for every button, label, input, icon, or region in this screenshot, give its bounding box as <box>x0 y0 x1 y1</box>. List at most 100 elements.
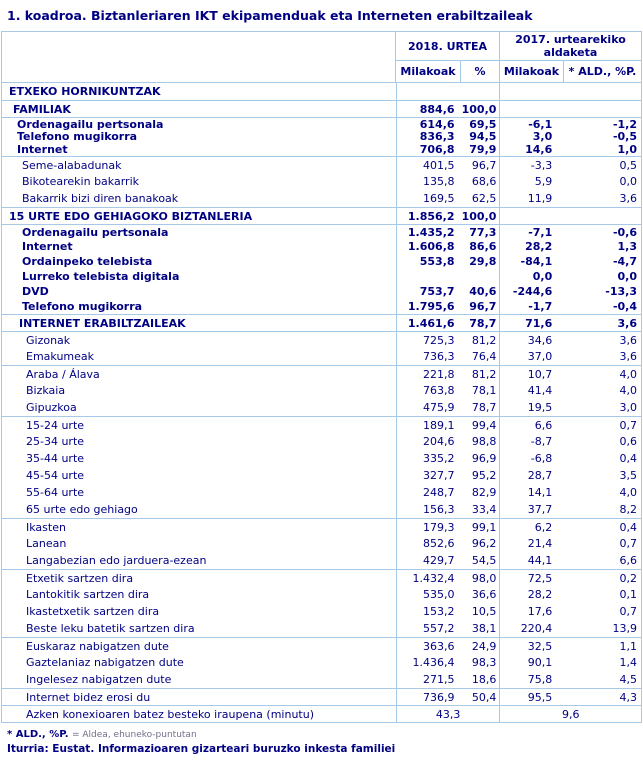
cell-milakoak-2018: 1.461,6 <box>395 315 461 331</box>
table-row: 45-54 urte 327,7 95,2 28,7 3,5 <box>2 467 641 484</box>
table-row: Beste leku batetik sartzen dira 557,2 38… <box>2 620 641 637</box>
cell-percent-2018: 77,3 <box>469 225 497 239</box>
table-row: Azken konexioaren batez besteko iraupena… <box>2 705 641 722</box>
cell-milakoak-2017 <box>499 208 563 224</box>
row-label: Bikotearekin bakarrik <box>22 175 139 188</box>
footnote-definition: * ALD., %P. = Aldea, ehuneko-puntutan <box>0 723 643 740</box>
cell-milakoak-2018: 1.436,4 <box>395 654 461 671</box>
cell-milakoak-2017: 28,2 <box>499 239 563 254</box>
row-label: Internet <box>22 240 73 253</box>
cell-milakoak-2017: 34,6 <box>499 332 563 348</box>
row-label: 25-34 urte <box>26 435 85 448</box>
table-row: Etxetik sartzen dira 1.432,4 98,0 72,5 0… <box>2 569 641 586</box>
cell-percent-2018: 18,6 <box>471 673 497 686</box>
cell-percent-2018: 94,5 <box>469 130 497 143</box>
table-row: FAMILIAK 884,6 100,0 <box>2 100 641 117</box>
row-label: Azken konexioaren batez besteko iraupena… <box>26 707 314 721</box>
table-row: Araba / Álava 221,8 81,2 10,7 4,0 <box>2 365 641 382</box>
header-milakoak-2018: Milakoak <box>395 61 460 82</box>
cell-percent-2018: 100,0 <box>461 209 497 223</box>
cell-milakoak-2017: 21,4 <box>499 535 563 552</box>
cell-percent-2018: 95,2 <box>471 469 497 482</box>
cell-ald-2017: 4,0 <box>619 367 638 381</box>
cell-milakoak-2018: 335,2 <box>395 450 461 467</box>
cell-milakoak-2017: 75,8 <box>499 671 563 688</box>
cell-ald-2017: 1,0 <box>617 143 638 156</box>
cell-milakoak-2017: -84,1 <box>499 254 563 269</box>
cell-milakoak-2017: -1,7 <box>499 299 563 314</box>
cell-milakoak-2018: 736,3 <box>395 348 461 365</box>
cell-milakoak-2018: 179,3 <box>395 519 461 535</box>
cell-milakoak-2017: 41,4 <box>499 382 563 399</box>
cell-milakoak-2018: 1.432,4 <box>395 570 461 586</box>
cell-ald-2017 <box>563 208 641 224</box>
cell-percent-2018: 24,9 <box>471 639 497 653</box>
cell-percent-2018: 78,7 <box>471 401 497 414</box>
cell-milakoak-2017: 44,1 <box>499 552 563 569</box>
table-row: Langabezian edo jarduera-ezean 429,7 54,… <box>2 552 641 569</box>
cell-milakoak-2017: 28,7 <box>499 467 563 484</box>
header-2017-aldaketa: 2017. urtearekiko aldaketa <box>499 32 641 60</box>
cell-milakoak-2018: 204,6 <box>395 433 461 450</box>
cell-milakoak-2018: 706,8 <box>395 143 461 156</box>
cell-milakoak-2017: 10,7 <box>499 366 563 382</box>
cell-ald-2017: -0,5 <box>612 130 637 143</box>
row-label: Ingelesez nabigatzen dute <box>26 673 172 686</box>
header-subcolumns-row: Milakoak % Milakoak * ALD., %P. <box>395 61 641 82</box>
row-label: 15 URTE EDO GEHIAGOKO BIZTANLERIA <box>9 209 253 223</box>
table-row: 15 URTE EDO GEHIAGOKO BIZTANLERIA 1.856,… <box>2 207 641 224</box>
cell-percent-2018: 96,2 <box>471 537 497 550</box>
cell-percent-2018: 29,8 <box>469 255 497 268</box>
cell-percent-2018: 100,0 <box>461 102 497 116</box>
cell-percent-2018: 62,5 <box>471 192 497 205</box>
table-row: Gizonak 725,3 81,2 34,6 3,6 <box>2 331 641 348</box>
cell-milakoak-2018: 221,8 <box>395 366 461 382</box>
cell-ald-2017: 3,5 <box>619 469 638 482</box>
table-row: Telefono mugikorra 1.795,6 96,7 -1,7 -0,… <box>2 299 641 314</box>
cell-percent-2018: 78,1 <box>471 384 497 397</box>
cell-milakoak-2017: 28,2 <box>499 586 563 603</box>
cell-milakoak-2017: 90,1 <box>499 654 563 671</box>
cell-percent-2018: 96,9 <box>471 452 497 465</box>
cell-ald-2017: -13,3 <box>605 285 637 298</box>
table-row: Bikotearekin bakarrik 135,8 68,6 5,9 0,0 <box>2 173 641 190</box>
cell-ald-2017: 1,3 <box>617 240 638 253</box>
cell-ald-2017: 1,1 <box>619 639 638 653</box>
cell-milakoak-2018: 535,0 <box>395 586 461 603</box>
cell-milakoak-2017: -6,1 <box>499 118 563 131</box>
cell-percent-2018 <box>461 83 500 100</box>
cell-percent-2018: 98,3 <box>471 656 497 669</box>
cell-ald-2017: 0,7 <box>619 418 638 432</box>
table-row: Lurreko telebista digitala 0,0 0,0 <box>2 269 641 284</box>
cell-percent-2018: 10,5 <box>471 605 497 618</box>
cell-milakoak-2018: 725,3 <box>395 332 461 348</box>
cell-percent-2018: 96,7 <box>469 300 497 313</box>
ikt-statistics-table: 2018. URTEA 2017. urtearekiko aldaketa M… <box>1 31 642 723</box>
cell-milakoak-2017: -7,1 <box>499 225 563 239</box>
table-row: 15-24 urte 189,1 99,4 6,6 0,7 <box>2 416 641 433</box>
cell-ald-2017: 0,7 <box>619 537 638 550</box>
cell-milakoak-2018: 753,7 <box>395 284 461 299</box>
cell-milakoak-2017: 5,9 <box>499 173 563 190</box>
cell-percent-2018: 78,7 <box>469 316 497 330</box>
cell-percent-2018: 81,2 <box>471 333 497 347</box>
table-row: DVD 753,7 40,6 -244,6 -13,3 <box>2 284 641 299</box>
cell-milakoak-2018: 135,8 <box>395 173 461 190</box>
cell-milakoak-2017: 6,2 <box>499 519 563 535</box>
row-label: Ordenagailu pertsonala <box>22 225 169 239</box>
cell-percent-2018: 96,7 <box>471 158 497 172</box>
row-label: Emakumeak <box>26 350 95 363</box>
cell-milakoak-2017: -8,7 <box>499 433 563 450</box>
cell-ald-2017: 0,1 <box>619 588 638 601</box>
cell-milakoak-2018: 401,5 <box>395 157 461 173</box>
footnote-source: Iturria: Eustat. Informazioaren gizartea… <box>7 743 396 755</box>
row-label: Lanean <box>26 537 67 550</box>
table-row: 25-34 urte 204,6 98,8 -8,7 0,6 <box>2 433 641 450</box>
cell-percent-2018: 86,6 <box>469 240 497 253</box>
table-row: Seme-alabadunak 401,5 96,7 -3,3 0,5 <box>2 156 641 173</box>
cell-milakoak-2017: 72,5 <box>499 570 563 586</box>
cell-milakoak-2018: 884,6 <box>395 101 461 117</box>
row-label: Etxetik sartzen dira <box>26 571 134 585</box>
cell-milakoak-2018: 1.435,2 <box>395 225 461 239</box>
cell-2017-merged: 9,6 <box>499 706 641 722</box>
